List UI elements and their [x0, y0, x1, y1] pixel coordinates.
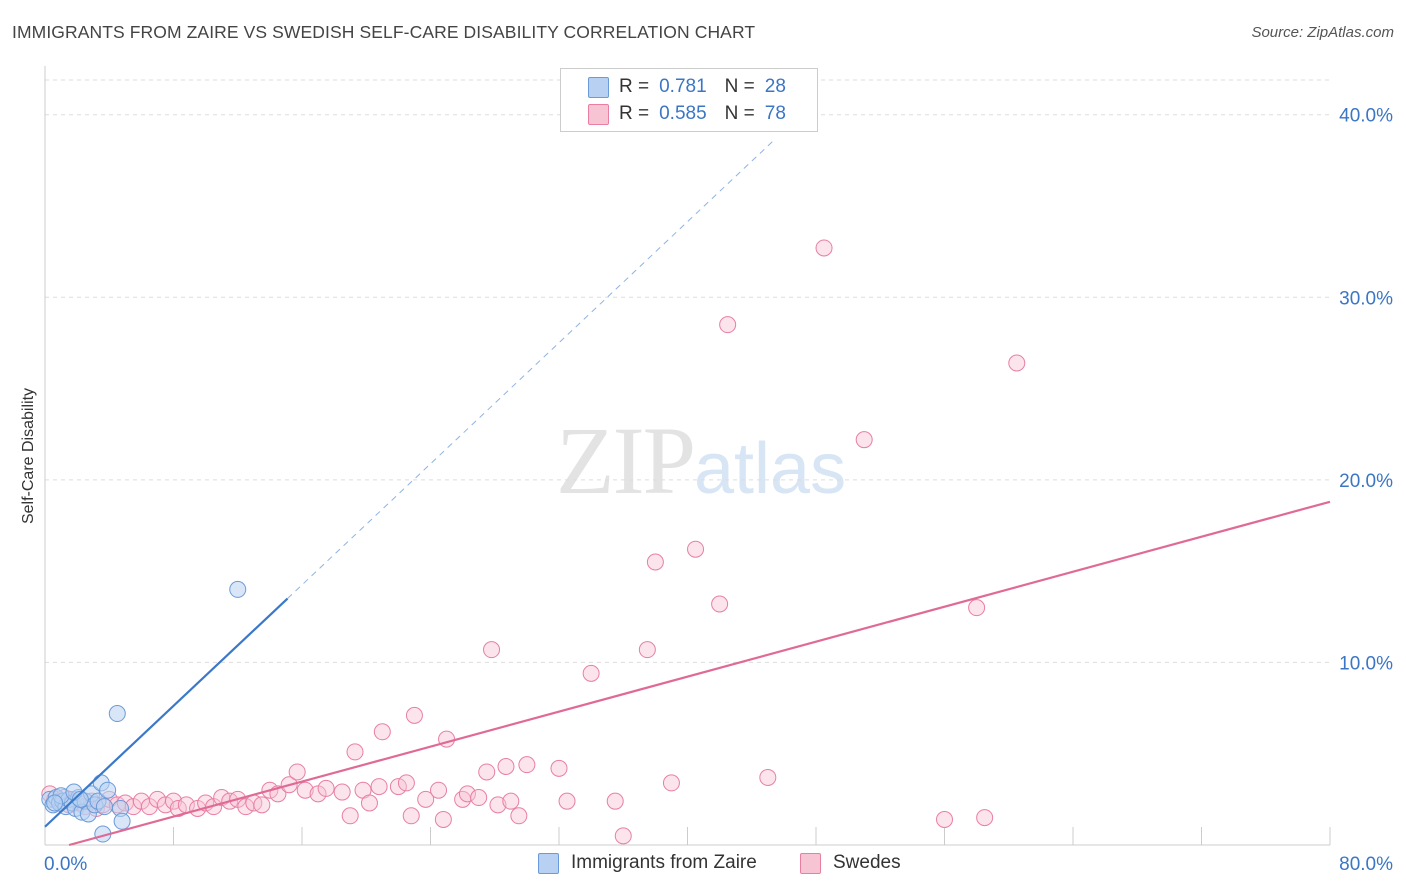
legend-n-value: 78 — [764, 103, 786, 124]
point-swedes — [470, 789, 488, 807]
point-swedes — [253, 796, 271, 814]
point-swedes — [169, 799, 187, 817]
point-swedes — [855, 431, 873, 449]
source-note: Source: ZipAtlas.com — [1251, 24, 1394, 41]
legend-r-value: 0.585 — [659, 103, 707, 124]
point-swedes — [389, 778, 407, 796]
point-swedes — [333, 783, 351, 801]
legend-r-value: 0.781 — [659, 76, 707, 97]
y-tick-label: 40.0% — [1339, 106, 1393, 127]
point-swedes — [510, 807, 528, 825]
point-swedes — [550, 759, 568, 777]
point-swedes — [402, 807, 420, 825]
legend-swatch-zaire — [588, 77, 609, 98]
x-tick-label: 0.0% — [44, 854, 87, 875]
point-swedes — [582, 664, 600, 682]
legend-swatch-zaire-bottom — [538, 852, 559, 874]
point-swedes — [502, 792, 520, 810]
legend-label-zaire: Immigrants from Zaire — [571, 852, 757, 873]
point-swedes — [687, 540, 705, 558]
point-swedes — [296, 781, 314, 799]
point-swedes — [370, 778, 388, 796]
legend-swatch-swedes-bottom — [800, 852, 821, 874]
point-swedes — [711, 595, 729, 613]
point-swedes — [360, 794, 378, 812]
watermark-zip: ZIP — [556, 407, 696, 514]
point-swedes — [815, 239, 833, 257]
point-swedes — [417, 790, 435, 808]
legend-label-swedes: Swedes — [833, 852, 901, 873]
y-tick-label: 30.0% — [1339, 288, 1393, 309]
point-swedes — [518, 756, 536, 774]
legend-r-label: R = — [619, 76, 650, 97]
legend-n-label: N = — [724, 76, 755, 97]
chart-title: IMMIGRANTS FROM ZAIRE VS SWEDISH SELF-CA… — [12, 22, 756, 42]
legend-r-label: R = — [619, 103, 650, 124]
point-zaire — [108, 705, 126, 723]
point-swedes — [968, 599, 986, 617]
point-zaire — [95, 798, 113, 816]
legend-swatch-swedes — [588, 104, 609, 125]
point-zaire — [229, 580, 247, 598]
point-swedes — [373, 723, 391, 741]
y-tick-label: 10.0% — [1339, 653, 1393, 674]
legend-item-swedes[interactable]: Swedes — [800, 852, 901, 874]
point-swedes — [341, 807, 359, 825]
correlation-legend: R = 0.781 N = 28 R = 0.585 N = 78 — [560, 68, 818, 132]
point-swedes — [606, 792, 624, 810]
legend-row-zaire: R = 0.781 N = 28 — [619, 75, 786, 99]
point-swedes — [558, 792, 576, 810]
legend-item-zaire[interactable]: Immigrants from Zaire — [538, 852, 757, 874]
point-swedes — [489, 796, 507, 814]
point-swedes — [288, 763, 306, 781]
point-swedes — [614, 827, 632, 845]
legend-n-label: N = — [724, 103, 755, 124]
point-swedes — [478, 763, 496, 781]
y-axis-label: Self-Care Disability — [20, 387, 37, 525]
point-swedes — [638, 641, 656, 659]
point-swedes — [976, 809, 994, 827]
point-swedes — [397, 774, 415, 792]
legend-n-value: 28 — [764, 76, 786, 97]
point-zaire — [46, 794, 64, 812]
point-swedes — [317, 779, 335, 797]
point-swedes — [346, 743, 364, 761]
trendline-swedes — [68, 500, 1331, 847]
point-swedes — [662, 774, 680, 792]
legend-row-swedes: R = 0.585 N = 78 — [619, 102, 786, 126]
point-swedes — [759, 768, 777, 786]
point-swedes — [405, 706, 423, 724]
point-swedes — [458, 785, 476, 803]
point-swedes — [719, 316, 737, 334]
point-swedes — [434, 810, 452, 828]
y-tick-label: 20.0% — [1339, 471, 1393, 492]
watermark: ZIPatlas — [556, 405, 846, 516]
point-swedes — [497, 757, 515, 775]
point-zaire — [113, 812, 131, 830]
trendline-zaire-extension — [287, 138, 777, 599]
point-zaire — [71, 790, 89, 808]
point-swedes — [1008, 354, 1026, 372]
point-swedes — [430, 781, 448, 799]
x-tick-label: 80.0% — [1339, 854, 1393, 875]
point-swedes — [156, 796, 174, 814]
point-swedes — [936, 810, 953, 828]
trendline-zaire — [44, 597, 289, 828]
point-zaire — [99, 781, 117, 799]
point-swedes — [646, 553, 664, 571]
watermark-atlas: atlas — [694, 429, 847, 509]
point-swedes — [483, 641, 501, 659]
